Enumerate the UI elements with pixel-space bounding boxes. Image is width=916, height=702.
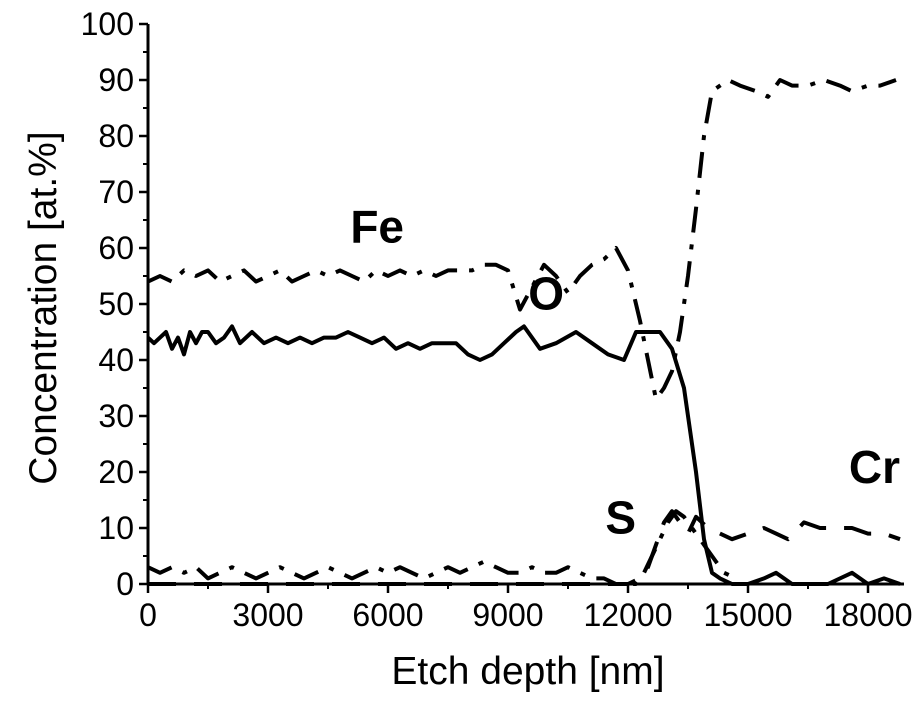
- x-tick-label: 6000: [352, 597, 423, 633]
- y-axis-title: Concentration [at.%]: [22, 131, 65, 484]
- x-tick-label: 12000: [584, 597, 673, 633]
- series-label-s: S: [605, 492, 636, 544]
- series-line-o: [146, 324, 901, 586]
- series-line-fe: [147, 78, 897, 402]
- y-tick-label: 20: [98, 454, 134, 490]
- axes-group: Etch depth [nm] Concentration [at.%] Fe …: [22, 6, 912, 693]
- x-tick-label: 15000: [704, 597, 793, 633]
- y-tick-label: 30: [98, 398, 134, 434]
- x-tick-label: 18000: [824, 597, 913, 633]
- y-tick-label: 80: [98, 118, 134, 154]
- series-label-fe: Fe: [350, 200, 404, 252]
- y-tick-label: 60: [98, 230, 134, 266]
- series-label-o: O: [528, 268, 564, 320]
- series-line-s: [147, 509, 737, 586]
- x-axis-title: Etch depth [nm]: [391, 650, 664, 693]
- series-label-cr: Cr: [849, 441, 900, 493]
- y-tick-label: 100: [81, 6, 134, 42]
- x-tick-label: 9000: [472, 597, 543, 633]
- y-tick-label: 70: [98, 174, 134, 210]
- x-tick-label: 3000: [232, 597, 303, 633]
- y-tick-label: 40: [98, 342, 134, 378]
- x-tick-label: 0: [139, 597, 157, 633]
- y-tick-label: 0: [116, 566, 134, 602]
- y-tick-label: 10: [98, 510, 134, 546]
- y-tick-label: 90: [98, 62, 134, 98]
- series-group: [146, 78, 901, 586]
- y-tick-label: 50: [98, 286, 134, 322]
- series-line-cr: [148, 509, 901, 586]
